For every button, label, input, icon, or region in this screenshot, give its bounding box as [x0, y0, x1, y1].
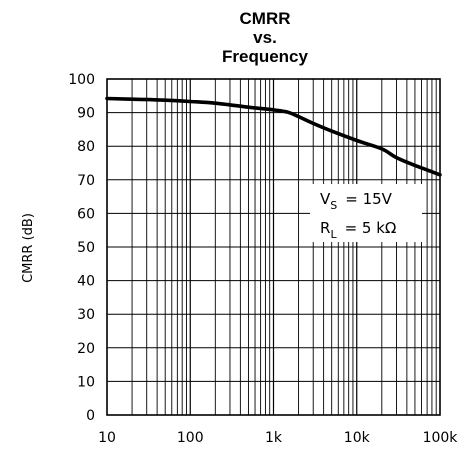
x-tick-label: 100k — [423, 430, 459, 446]
conditions-annotation: VS = 15V RL = 5 kΩ — [310, 184, 422, 242]
annotation-rl-value: = 5 kΩ — [345, 219, 397, 237]
y-tick-label: 70 — [77, 173, 95, 189]
annotation-rl-symbol: R — [320, 219, 330, 237]
plot-frame — [106, 78, 441, 416]
annotation-vs-symbol: V — [320, 190, 331, 208]
x-tick-label: 100 — [177, 430, 204, 446]
annotation-vs-subscript: S — [330, 199, 337, 212]
chart-title-line-3: Frequency — [222, 47, 309, 66]
y-tick-label: 100 — [68, 72, 95, 88]
annotation-background — [310, 184, 422, 242]
annotation-rl-subscript: L — [330, 228, 337, 241]
y-tick-label: 80 — [77, 139, 95, 155]
chart-title-line-2: vs. — [253, 28, 277, 47]
y-tick-label: 60 — [77, 206, 95, 222]
y-tick-label: 0 — [86, 408, 95, 424]
y-axis-ticks: 0 10 20 30 40 50 60 70 80 90 100 — [68, 72, 95, 424]
y-tick-label: 30 — [77, 307, 95, 323]
annotation-rl: RL = 5 kΩ — [320, 219, 396, 241]
chart-title-line-1: CMRR — [240, 9, 291, 28]
series-line-cmrr — [105, 96, 442, 177]
x-tick-label: 1k — [265, 430, 283, 446]
y-tick-label: 40 — [77, 274, 95, 290]
y-axis-label: CMRR (dB) — [21, 213, 36, 283]
x-axis-ticks: 10 100 1k 10k 100k — [98, 430, 458, 446]
chart-title: CMRR vs. Frequency — [222, 9, 309, 66]
y-tick-label: 10 — [77, 374, 95, 390]
y-tick-label: 50 — [77, 240, 95, 256]
grid — [107, 79, 440, 415]
x-tick-label: 10k — [344, 430, 371, 446]
annotation-vs-value: = 15V — [345, 190, 392, 208]
y-tick-label: 20 — [77, 341, 95, 357]
y-tick-label: 90 — [77, 106, 95, 122]
series-group — [105, 96, 442, 177]
x-tick-label: 10 — [98, 430, 116, 446]
annotation-vs: VS = 15V — [320, 190, 393, 212]
